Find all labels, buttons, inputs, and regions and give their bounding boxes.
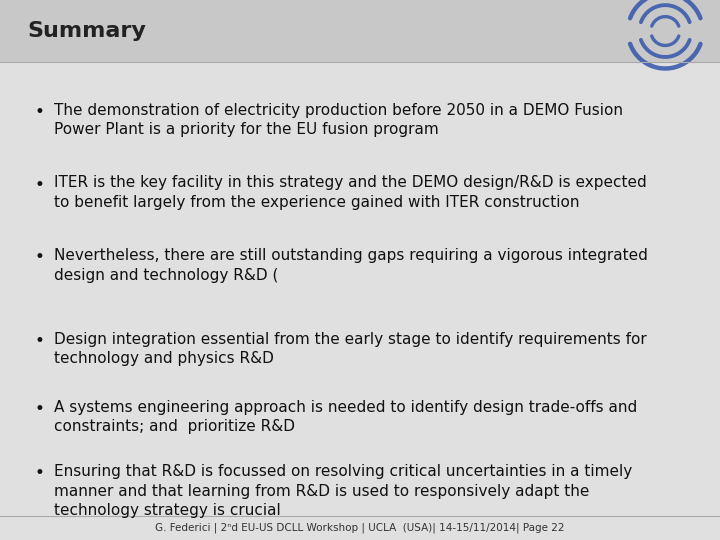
Text: •: • xyxy=(35,248,45,266)
FancyBboxPatch shape xyxy=(0,0,720,62)
Text: •: • xyxy=(35,103,45,120)
Text: A systems engineering approach is needed to identify design trade-offs and
const: A systems engineering approach is needed… xyxy=(54,400,637,434)
Text: The demonstration of electricity production before 2050 in a DEMO Fusion
Power P: The demonstration of electricity product… xyxy=(54,103,623,137)
Text: Nevertheless, there are still outstanding gaps requiring a vigorous integrated
d: Nevertheless, there are still outstandin… xyxy=(54,248,648,282)
Text: •: • xyxy=(35,464,45,482)
Text: Summary: Summary xyxy=(27,21,146,41)
Text: •: • xyxy=(35,332,45,350)
Text: •: • xyxy=(35,400,45,417)
Text: •: • xyxy=(35,176,45,193)
Text: Design integration essential from the early stage to identify requirements for
t: Design integration essential from the ea… xyxy=(54,332,647,366)
Text: Ensuring that R&D is focussed on resolving critical uncertainties in a timely
ma: Ensuring that R&D is focussed on resolvi… xyxy=(54,464,632,518)
Text: G. Federici | 2ⁿd EU-US DCLL Workshop | UCLA  (USA)| 14-15/11/2014| Page 22: G. Federici | 2ⁿd EU-US DCLL Workshop | … xyxy=(156,523,564,534)
Text: ITER is the key facility in this strategy and the DEMO design/R&D is expected
to: ITER is the key facility in this strateg… xyxy=(54,176,647,210)
